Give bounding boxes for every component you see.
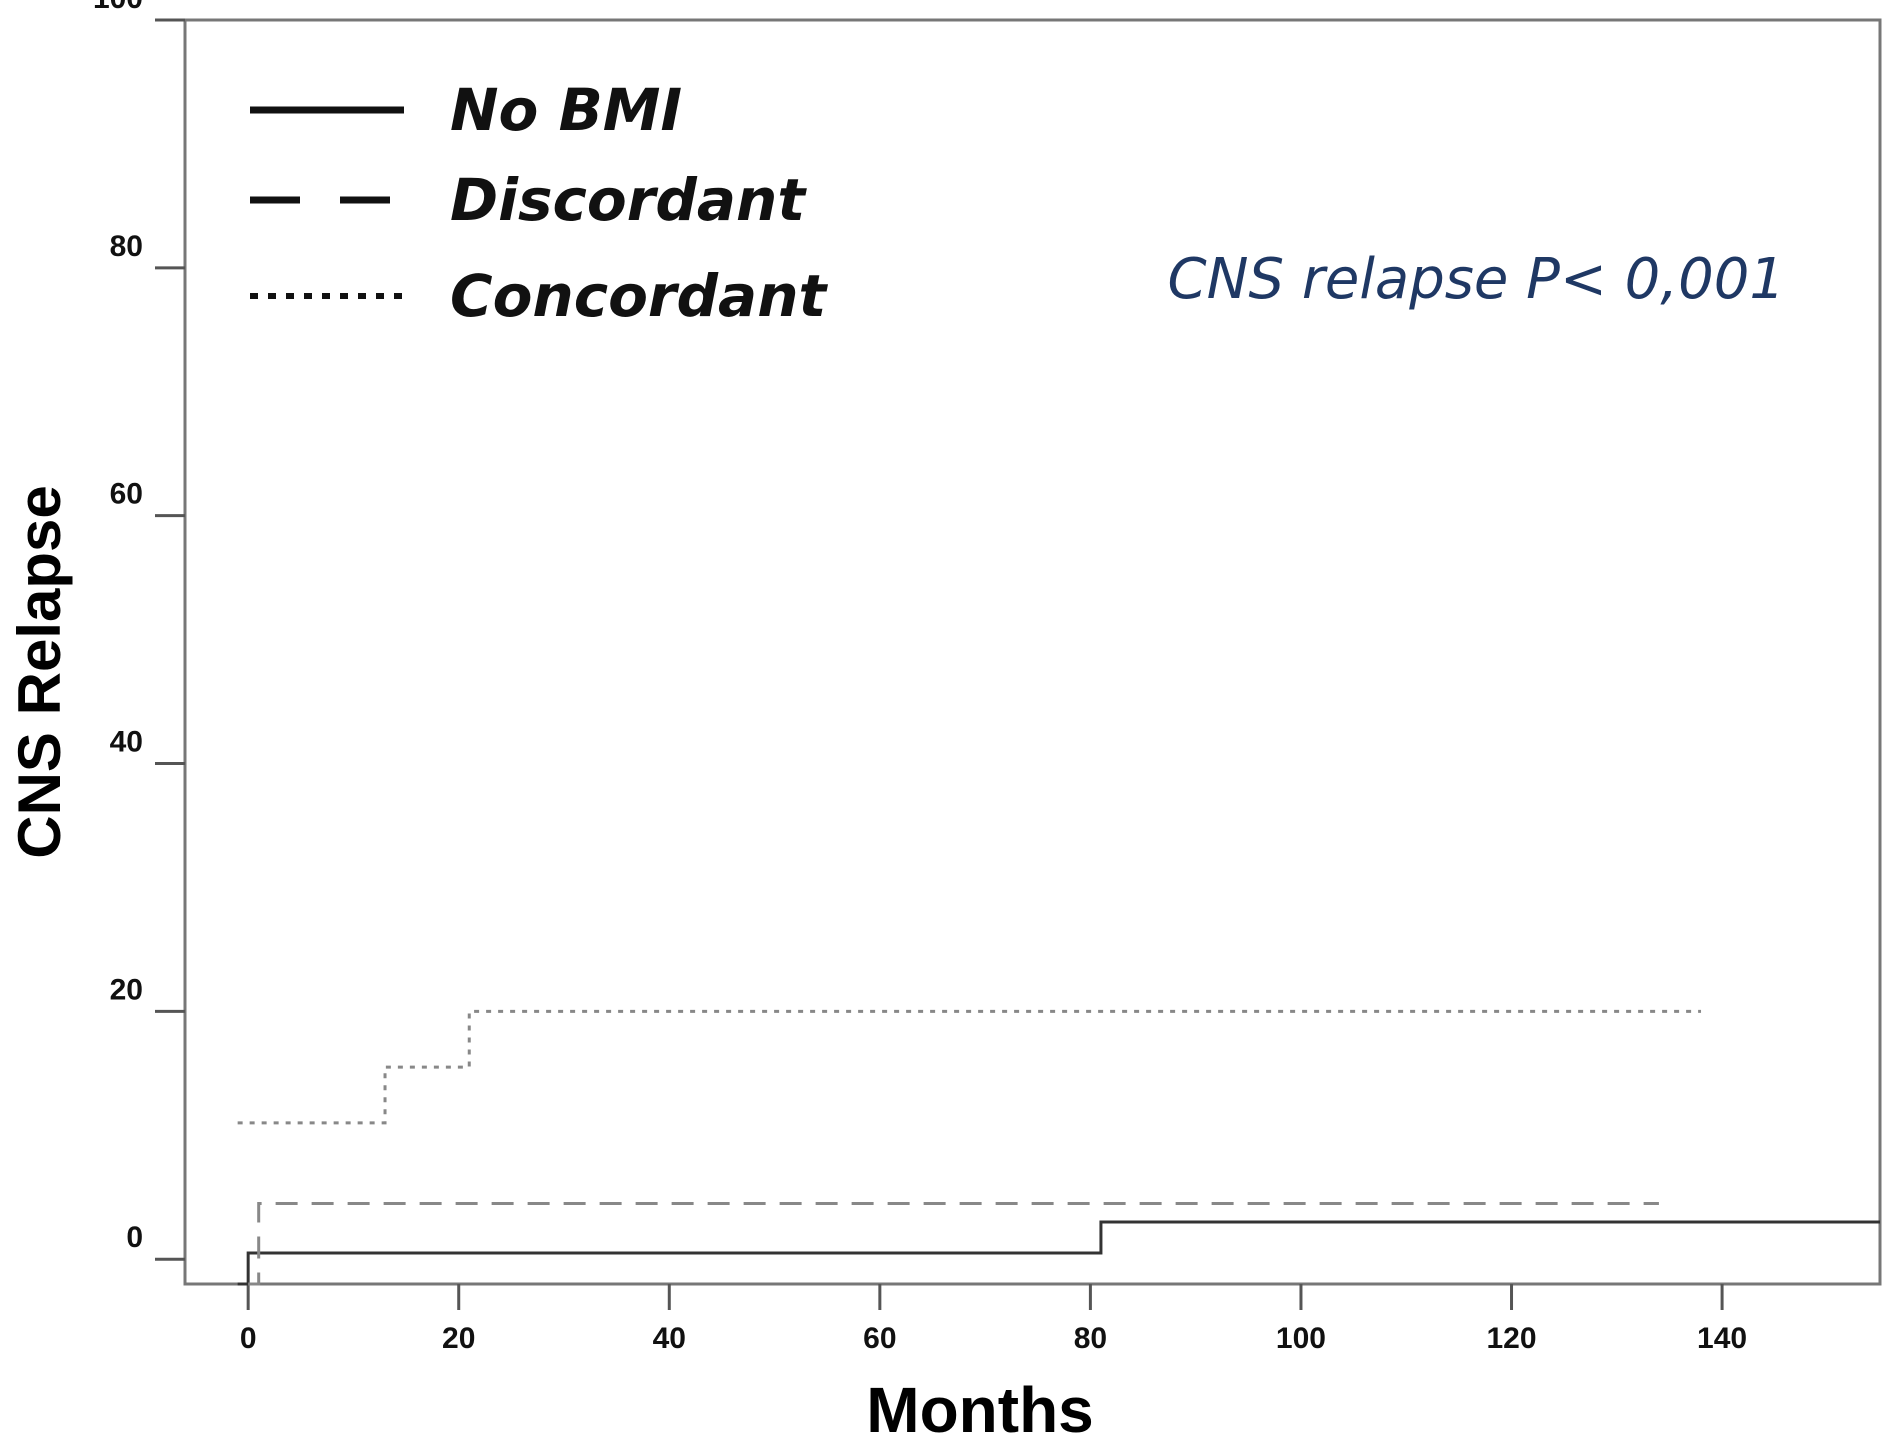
y-tick-label-20: 20 (110, 973, 143, 1006)
x-axis-title: Months (866, 1374, 1094, 1446)
series-layer (237, 1009, 1880, 1286)
x-axis: 0 20 40 60 80 100 120 140 (240, 1284, 1747, 1355)
x-tick-label-140: 140 (1697, 1322, 1747, 1355)
x-tick-label-80: 80 (1074, 1322, 1107, 1355)
x-tick-label-40: 40 (653, 1322, 686, 1355)
y-axis-title: CNS Relapse (6, 485, 73, 858)
series-concordant-line (237, 1009, 1702, 1125)
p-value-annotation: CNS relapse P< 0,001 (1168, 247, 1785, 312)
series-no-bmi-line (237, 1220, 1880, 1286)
y-tick-label-100: 100 (93, 0, 143, 15)
legend-label-discordant: Discordant (450, 166, 807, 234)
x-tick-label-60: 60 (863, 1322, 896, 1355)
series-discordant-line (248, 1201, 1659, 1286)
plot-frame (183, 18, 1882, 1286)
y-tick-label-80: 80 (110, 230, 143, 263)
y-tick-label-40: 40 (110, 726, 143, 759)
y-tick-label-60: 60 (110, 478, 143, 511)
y-axis: 0 20 40 60 80 100 (93, 0, 185, 1261)
legend: No BMI Discordant Concordant (250, 76, 828, 330)
x-tick-label-100: 100 (1276, 1322, 1326, 1355)
legend-label-no-bmi: No BMI (450, 76, 682, 144)
x-tick-label-0: 0 (240, 1322, 257, 1355)
x-tick-label-120: 120 (1486, 1322, 1536, 1355)
x-tick-label-20: 20 (442, 1322, 475, 1355)
legend-label-concordant: Concordant (450, 262, 828, 330)
y-tick-label-0: 0 (126, 1221, 143, 1254)
